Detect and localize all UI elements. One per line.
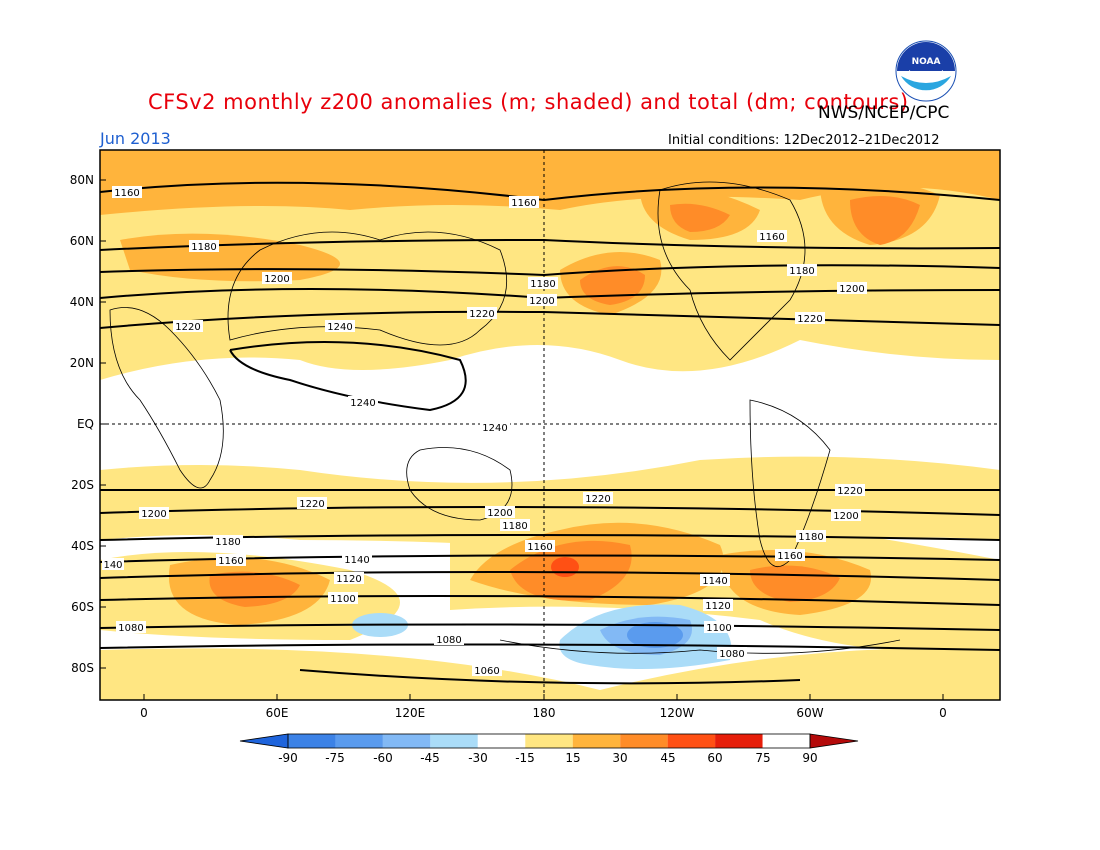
colorbar-label: 90 — [802, 751, 818, 765]
initial-conditions: Initial conditions: 12Dec2012–21Dec2012 — [668, 133, 940, 148]
agency-label: NWS/NCEP/CPC — [818, 103, 950, 123]
contour-label: 1160 — [114, 188, 139, 199]
contour-labels: 1160 1160 1160 1180 1180 1180 1200 1200 … — [102, 186, 867, 677]
chart-title: CFSv2 monthly z200 anomalies (m; shaded)… — [148, 90, 909, 114]
contour-label: 1240 — [482, 423, 507, 434]
lat-label: 20S — [71, 478, 94, 492]
lon-label: 120E — [394, 706, 426, 720]
contour-label: 1200 — [141, 509, 166, 520]
contour-label: 1160 — [511, 198, 536, 209]
noaa-logo-text: NOAA — [912, 57, 941, 67]
forecast-month: Jun 2013 — [100, 129, 171, 148]
contour-label: 1160 — [777, 551, 802, 562]
lat-label: 20N — [69, 356, 94, 370]
lon-label: 180 — [532, 706, 556, 720]
contour-label: 1160 — [218, 556, 243, 567]
contour-label: 1220 — [797, 314, 822, 325]
contour-label: 1080 — [118, 623, 143, 634]
lon-label: 0 — [140, 706, 148, 720]
contour-label: 1240 — [350, 398, 375, 409]
colorbar-label: -75 — [325, 751, 345, 765]
lon-label: 60E — [265, 706, 289, 720]
contour-label: 1180 — [215, 537, 240, 548]
contour-label: 1120 — [705, 601, 730, 612]
contour-label: 1200 — [264, 274, 289, 285]
colorbar-label: 60 — [707, 751, 723, 765]
map-frame — [99, 149, 1001, 701]
lat-label: 40S — [71, 539, 94, 553]
contour-label: 1180 — [798, 532, 823, 543]
colorbar-label: -15 — [515, 751, 535, 765]
colorbar-label: -90 — [278, 751, 298, 765]
contour-label: 1080 — [436, 635, 461, 646]
contour-label: 1220 — [175, 322, 200, 333]
contour-label: 1060 — [474, 666, 499, 677]
coastlines — [109, 181, 901, 654]
contour-label: 1180 — [191, 242, 216, 253]
contour-label: 1100 — [706, 623, 731, 634]
colorbar-label: 45 — [660, 751, 676, 765]
lat-label: 80N — [69, 173, 94, 187]
lat-label: 60S — [71, 600, 94, 614]
lat-label: 60N — [69, 234, 94, 248]
contour-label: 1240 — [327, 322, 352, 333]
contour-label: 1220 — [837, 486, 862, 497]
lat-label: 80S — [71, 661, 94, 675]
lat-label: EQ — [76, 417, 94, 431]
noaa-logo-icon: NOAA — [895, 40, 957, 102]
contour-label: 1080 — [719, 649, 744, 660]
contour-label: 1160 — [759, 232, 784, 243]
contour-label: 1120 — [336, 574, 361, 585]
contour-label: 1200 — [529, 296, 554, 307]
colorbar-label: -60 — [373, 751, 393, 765]
contour-label: 1220 — [585, 494, 610, 505]
colorbar-label: 30 — [612, 751, 628, 765]
contour-label: 1140 — [344, 555, 369, 566]
lon-label: 60W — [796, 706, 824, 720]
contour-label: 1200 — [487, 508, 512, 519]
colorbar-label: -30 — [468, 751, 488, 765]
colorbar-label: 15 — [565, 751, 581, 765]
shaded-anomalies — [100, 150, 1000, 700]
colorbar-label: -45 — [420, 751, 440, 765]
colorbar-label: 75 — [755, 751, 771, 765]
lon-label: 0 — [939, 706, 947, 720]
contour-label: 1220 — [299, 499, 324, 510]
contour-label: 1160 — [527, 542, 552, 553]
contour-label: 140 — [103, 560, 122, 571]
contour-label: 1100 — [330, 594, 355, 605]
contour-label: 1220 — [469, 309, 494, 320]
contour-label: 1200 — [839, 284, 864, 295]
contour-label: 1180 — [789, 266, 814, 277]
lon-label: 120W — [659, 706, 695, 720]
contour-label: 1180 — [502, 521, 527, 532]
contour-label: 1180 — [530, 279, 555, 290]
contour-label: 1200 — [833, 511, 858, 522]
lat-label: 40N — [69, 295, 94, 309]
contour-label: 1140 — [702, 576, 727, 587]
